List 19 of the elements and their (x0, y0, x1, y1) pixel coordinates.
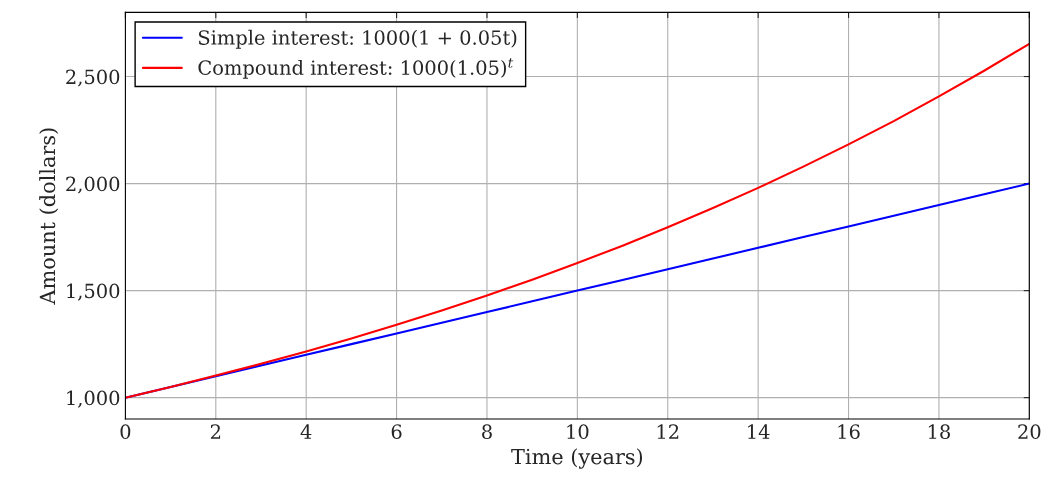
y-tick-label: 1,500 (67, 283, 120, 301)
x-tick-label: 12 (657, 424, 679, 439)
y-tick-label: 2,500 (66, 69, 120, 87)
y-axis-title: Amount (dollars) (39, 128, 59, 305)
x-tick-label: 6 (391, 424, 402, 439)
x-tick-label: 14 (748, 424, 770, 439)
x-tick-label: 18 (928, 424, 950, 439)
x-tick-label: 2 (210, 424, 221, 439)
x-tick-label: 10 (567, 424, 589, 439)
legend-label: Simple interest: 1000(1 + 0.05t) (198, 29, 517, 49)
legend-label: Compound interest: 1000(1.05)$^{t}$ (198, 58, 514, 79)
y-tick-label: 2,000 (66, 176, 120, 194)
x-axis-title: Time (years) (511, 448, 643, 469)
x-tick-label: 20 (1018, 424, 1041, 439)
x-tick-label: 8 (482, 424, 492, 439)
x-tick-label: 0 (120, 424, 131, 439)
y-tick-label: 1,000 (67, 390, 120, 408)
x-tick-label: 4 (300, 424, 312, 439)
x-tick-label: 16 (838, 424, 860, 439)
